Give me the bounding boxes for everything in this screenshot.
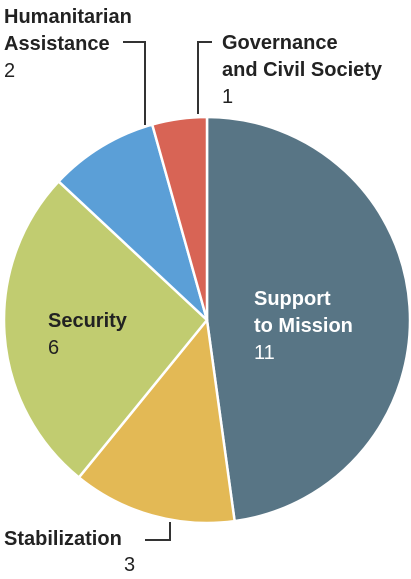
leader-line-governance [197,41,212,114]
slice-label-support: Support to Mission 11 [254,286,353,367]
pie-slices [2,115,411,525]
slice-value-humanitarian: 2 [4,60,16,82]
slice-value-security: 6 [48,337,60,359]
leader-line-humanitarian [123,41,146,125]
slice-value-governance: 1 [222,86,234,108]
pie-slice-support [205,115,411,523]
slice-value-support: 11 [254,342,275,364]
slice-name-humanitarian: Humanitarian Assistance [4,6,132,55]
slice-label-security: Security 6 [48,308,127,362]
leader-line-stabilization [145,522,171,541]
slice-name-governance: Governance and Civil Society [222,32,383,81]
pie-slice-humanitarian [57,123,209,322]
slice-name-security: Security [48,310,127,332]
slice-value-stabilization: 3 [124,554,136,576]
leader-lines [123,41,212,541]
slice-label-governance: Governance and Civil Society 1 [222,30,382,111]
slice-value-label-stabilization: 3 [124,552,135,579]
slice-name-stabilization: Stabilization [4,528,122,550]
pie-slice-security [2,180,209,479]
pie-slice-stabilization [77,318,236,525]
slice-name-support: Support to Mission [254,288,353,337]
pie-slice-governance [150,115,209,322]
slice-label-humanitarian: Humanitarian Assistance 2 [4,4,132,85]
slice-label-stabilization: Stabilization [4,526,122,553]
